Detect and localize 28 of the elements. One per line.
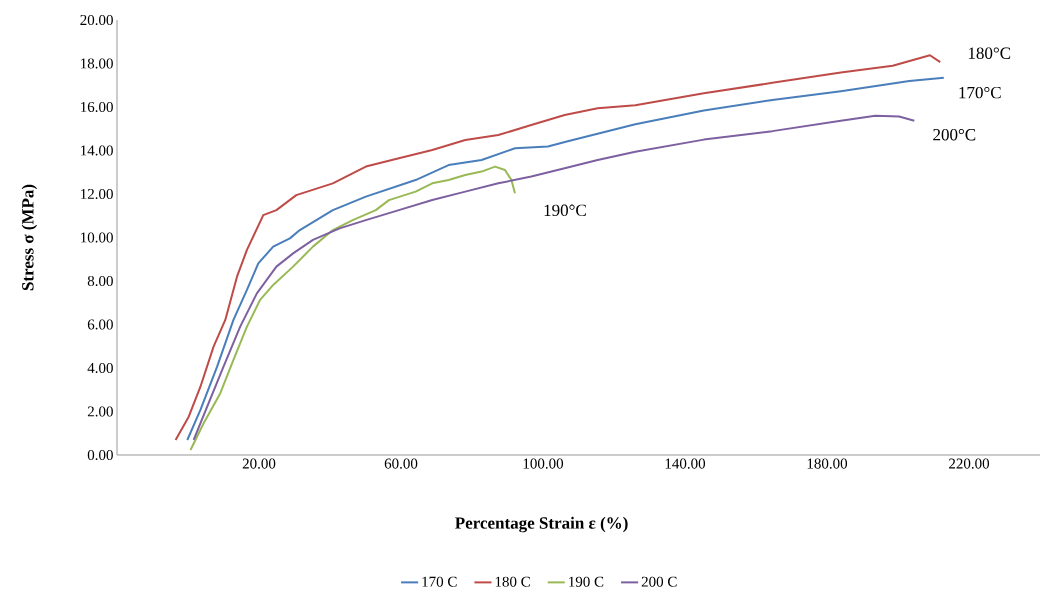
y-tick-label: 10.00: [81, 232, 113, 243]
annotation: 190°C: [544, 204, 586, 217]
y-tick-label: 20.00: [80, 14, 113, 26]
x-tick-label: 20.00: [242, 458, 276, 469]
y-axis-title: Stress σ (MPa): [21, 184, 38, 291]
annotation: 170°C: [959, 86, 1001, 99]
annotation: 180°C: [968, 47, 1011, 59]
x-tick-label: 220.00: [949, 458, 990, 469]
y-tick-label: 14.00: [81, 145, 113, 156]
line-series: [189, 165, 516, 451]
y-tick-label: 12.00: [81, 188, 113, 200]
legend-label: 180 C: [495, 576, 530, 587]
x-axis-title: Percentage Strain ε (%): [455, 516, 628, 533]
y-tick-label: 2.00: [87, 406, 113, 417]
y-tick-label: 6.00: [87, 319, 113, 330]
y-tick-label: 8.00: [87, 275, 113, 287]
legend-label: 190 C: [569, 576, 604, 587]
x-tick-label: 60.00: [384, 458, 418, 469]
x-tick-label: 140.00: [665, 458, 706, 469]
y-tick-label: 0.00: [87, 449, 113, 461]
y-tick-label: 16.00: [81, 101, 113, 113]
legend-label: 170 C: [422, 576, 457, 587]
x-tick-label: 180.00: [807, 458, 848, 469]
annotation: 200°C: [933, 128, 976, 141]
y-tick-label: 18.00: [81, 58, 113, 69]
y-tick-label: 4.00: [87, 362, 113, 374]
legend-label: 200 C: [641, 576, 677, 587]
x-tick-label: 100.00: [523, 458, 564, 469]
